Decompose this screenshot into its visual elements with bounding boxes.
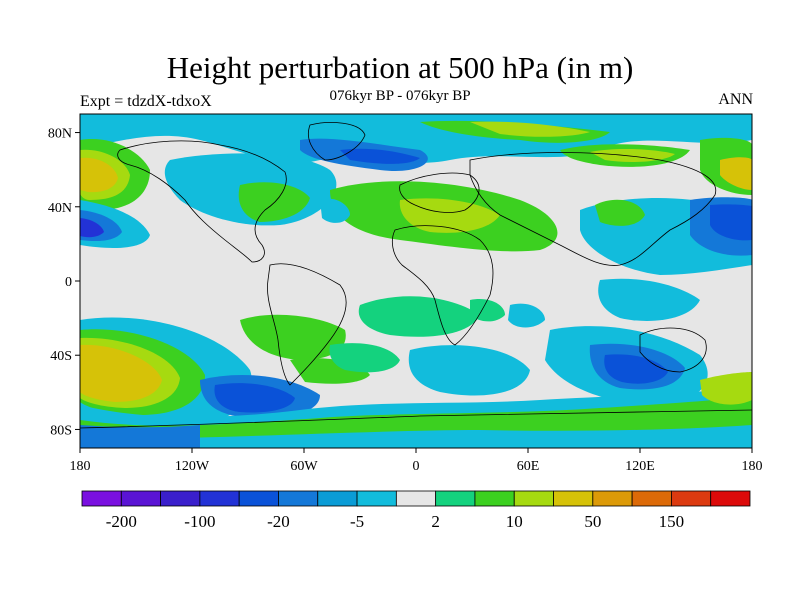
colorbar-swatch: [474, 490, 515, 507]
colorbar-swatch: [592, 490, 633, 507]
x-tick-label: 0: [413, 459, 420, 474]
colorbar-label: -100: [184, 512, 215, 531]
y-tick-label: 80N: [48, 127, 72, 142]
colorbar: -200 -100 -20 -5 2 10 50 150: [81, 490, 751, 531]
contour-field: [80, 114, 752, 448]
y-tick-label: 80S: [50, 423, 72, 438]
colorbar-swatch: [160, 490, 201, 507]
colorbar-label: -5: [350, 512, 364, 531]
y-tick-label: 40N: [48, 201, 72, 216]
colorbar-label: -20: [267, 512, 290, 531]
chart-subtitle: 076kyr BP - 076kyr BP: [329, 88, 471, 104]
colorbar-swatch: [435, 490, 476, 507]
colorbar-swatch: [356, 490, 397, 507]
x-tick-label: 120E: [625, 459, 655, 474]
colorbar-swatch: [317, 490, 358, 507]
colorbar-swatch: [553, 490, 594, 507]
colorbar-swatch: [513, 490, 554, 507]
y-tick-label: 40S: [50, 349, 72, 364]
colorbar-swatch: [120, 490, 161, 507]
colorbar-swatch: [238, 490, 279, 507]
season-label: ANN: [718, 91, 753, 108]
colorbar-swatch: [671, 490, 712, 507]
x-tick-label: 60W: [290, 459, 318, 474]
map-axes: 180 120W 60W 0 60E 120E 180 80N 40N 0 40S 80S: [48, 127, 763, 474]
colorbar-label: 10: [506, 512, 523, 531]
colorbar-swatch: [395, 490, 437, 507]
x-tick-label: 120W: [175, 459, 210, 474]
colorbar-swatch: [81, 490, 122, 507]
colorbar-label: 50: [584, 512, 601, 531]
colorbar-swatch: [199, 490, 240, 507]
x-tick-label: 180: [742, 459, 763, 474]
colorbar-label: -200: [106, 512, 137, 531]
x-tick-label: 60E: [517, 459, 540, 474]
colorbar-swatch: [710, 490, 751, 507]
colorbar-label: 150: [659, 512, 685, 531]
chart-title: Height perturbation at 500 hPa (in m): [166, 50, 634, 85]
colorbar-label: 2: [431, 512, 440, 531]
colorbar-swatch: [631, 490, 672, 507]
experiment-label: Expt = tdzdX-tdxoX: [80, 93, 212, 110]
x-tick-label: 180: [70, 459, 91, 474]
colorbar-swatch: [278, 490, 319, 507]
y-tick-label: 0: [65, 275, 72, 290]
